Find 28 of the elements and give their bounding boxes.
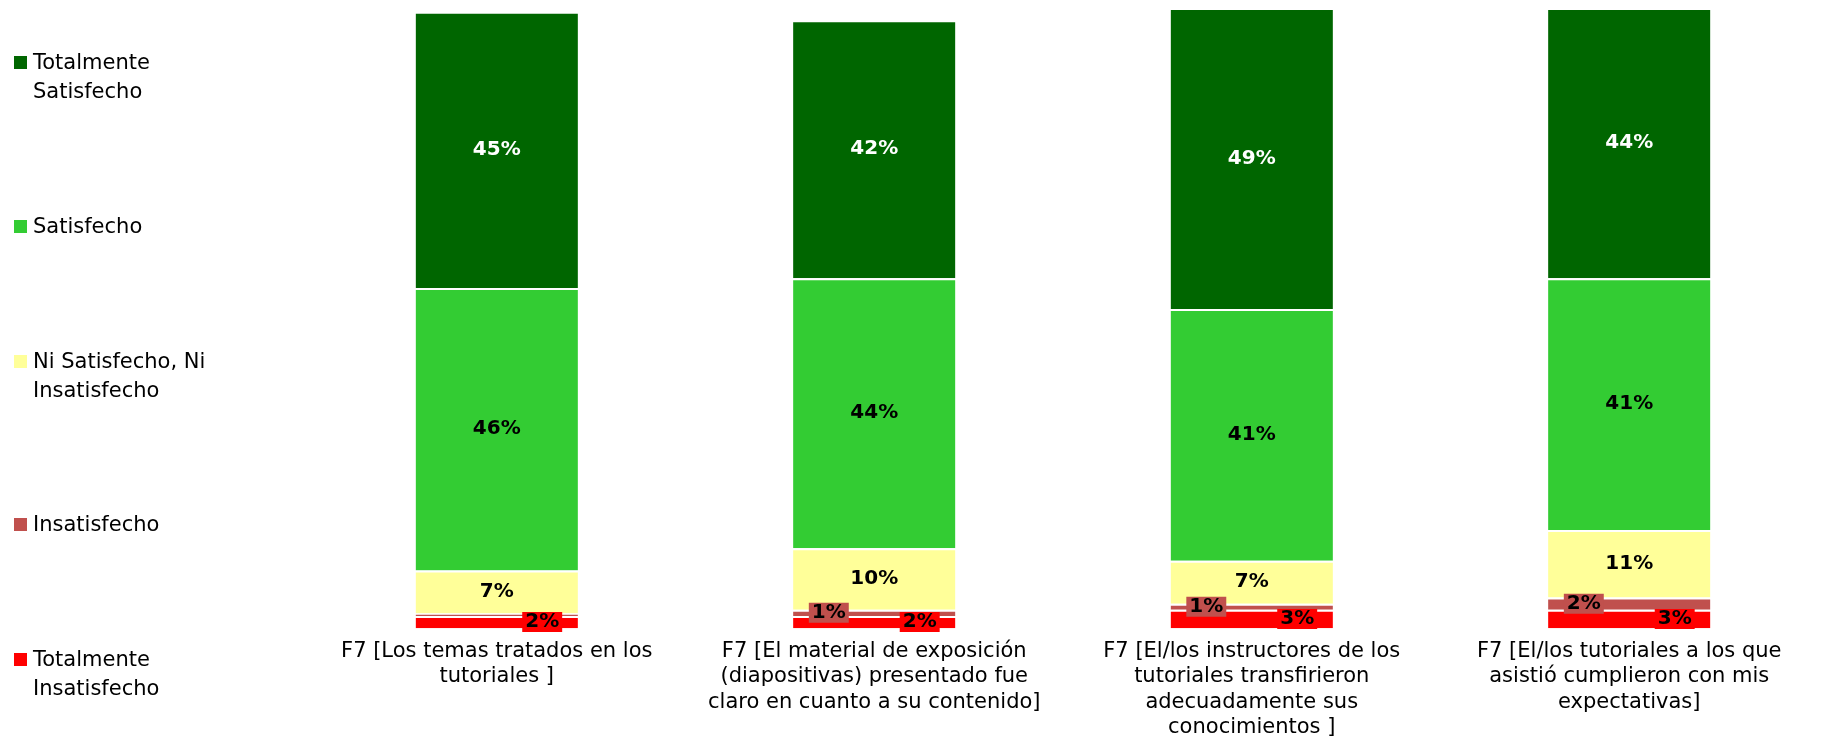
data-label: 49%: [1227, 144, 1276, 169]
x-tick-label: F7 [Los temas tratados en los tutoriales ]: [341, 638, 653, 688]
data-label: 41%: [1227, 420, 1276, 445]
data-label: 2%: [525, 608, 560, 633]
data-label: 7%: [479, 578, 514, 603]
data-label: 1%: [1189, 592, 1224, 617]
data-label: 7%: [1234, 568, 1269, 593]
data-label: 41%: [1605, 390, 1654, 415]
data-label: 46%: [472, 415, 521, 440]
data-label: 2%: [902, 608, 937, 633]
x-tick-label: F7 [El/los instructores de los tutoriales transfirieron adecuadamente sus conocimientos ]: [1103, 638, 1401, 738]
data-label: 3%: [1657, 605, 1692, 630]
data-label: 2%: [1566, 589, 1601, 614]
x-tick-label: F7 [El/los tutoriales a los que asistió cumplieron con mis expectativas]: [1476, 638, 1782, 713]
data-label: 3%: [1280, 605, 1315, 630]
data-label: 45%: [472, 136, 521, 161]
legend-label: Totalmente Satisfecho: [33, 49, 151, 105]
legend-label: Ni Satisfecho, Ni Insatisfecho: [33, 347, 207, 404]
legend-label: Satisfecho: [33, 212, 144, 240]
legend-label: Insatisfecho: [33, 511, 161, 539]
data-label: 42%: [850, 135, 899, 160]
data-label: 10%: [850, 565, 899, 590]
data-label: 11%: [1605, 549, 1654, 574]
data-label: 1%: [811, 599, 846, 624]
x-tick-label: F7 [El material de exposición (diapositivas) presentado fue claro en cuanto a su contenido]: [708, 638, 1041, 713]
legend-label: Totalmente Insatisfecho: [33, 646, 161, 702]
data-label: 44%: [1605, 129, 1654, 154]
data-label: 44%: [850, 399, 899, 424]
